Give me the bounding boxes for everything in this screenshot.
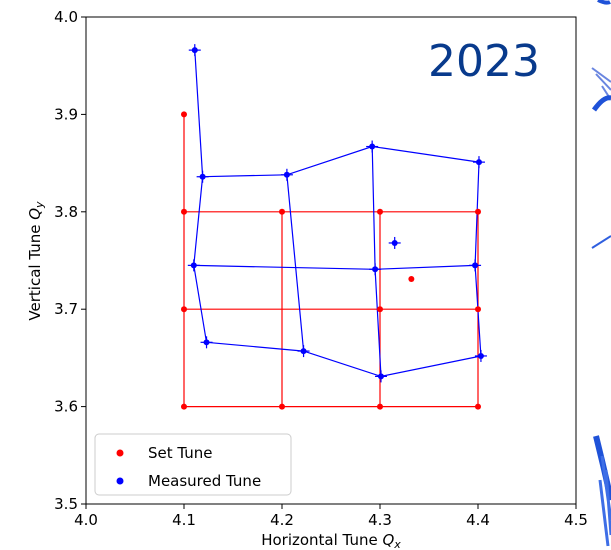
measured-tune-line	[193, 264, 476, 270]
set-tune-point	[475, 306, 481, 313]
x-tick-label: 4.3	[368, 511, 392, 529]
y-tick-label: 3.7	[54, 300, 78, 318]
measured-tune-point	[191, 47, 198, 54]
plot-frame	[85, 16, 577, 505]
set-tune-point	[181, 403, 187, 410]
y-axis-label: Vertical Tune Qy	[26, 201, 46, 321]
x-axis-label: Horizontal Tune Qx	[261, 531, 401, 550]
y-tick-label: 3.5	[54, 495, 78, 513]
measured-tune-line	[206, 341, 482, 378]
legend-measured-marker	[116, 477, 124, 485]
set-tune-point	[377, 403, 383, 410]
measured-tune-point	[203, 339, 210, 346]
set-tune-point	[181, 111, 187, 118]
x-tick-label: 4.2	[270, 511, 294, 529]
measured-tune-point	[472, 262, 479, 269]
measured-tune-point	[391, 239, 398, 246]
data-markers	[181, 44, 487, 410]
legend-set-marker	[116, 449, 124, 457]
x-tick-label: 4.5	[564, 511, 588, 529]
y-tick-label: 4.0	[54, 8, 78, 26]
set-tune-point	[279, 403, 285, 410]
y-tick-label: 3.9	[54, 105, 78, 123]
measured-tune-point	[300, 348, 307, 355]
x-tick-label: 4.4	[466, 511, 490, 529]
legend: Set Tune Measured Tune	[94, 433, 292, 496]
set-tune-point	[377, 306, 383, 313]
y-tick-label: 3.8	[54, 203, 78, 221]
set-tune-point	[279, 208, 285, 215]
measured-tune-line	[202, 145, 480, 178]
measured-tune-line	[193, 50, 208, 343]
x-tick-label: 4.1	[172, 511, 196, 529]
set-tune-point	[475, 208, 481, 215]
set-tune-point	[181, 306, 187, 313]
x-tick-label: 4.0	[74, 511, 98, 529]
measured-tune-point	[475, 159, 482, 166]
legend-measured-label: Measured Tune	[148, 472, 261, 490]
measured-tune-point	[369, 143, 376, 150]
connection-lines	[183, 50, 482, 408]
legend-set-label: Set Tune	[148, 444, 213, 462]
year-annotation: 2023	[428, 36, 540, 87]
measured-tune-point	[372, 266, 379, 273]
set-tune-point	[377, 208, 383, 215]
measured-tune-point	[283, 171, 290, 178]
legend-box	[94, 433, 292, 496]
measured-tune-point	[199, 173, 206, 180]
measured-tune-line	[286, 174, 305, 352]
set-tune-point	[408, 276, 415, 283]
measured-tune-point	[190, 262, 197, 269]
y-tick-label: 3.6	[54, 398, 78, 416]
axis-ticks: 4.0 4.1 4.2 4.3 4.4 4.5 3.5 3.6 3.7 3.8 3.9 4.0	[54, 8, 588, 529]
measured-tune-point	[477, 352, 484, 359]
set-tune-point	[475, 403, 481, 410]
decorative-graphic	[591, 0, 611, 547]
set-tune-point	[181, 208, 187, 215]
measured-tune-point	[377, 373, 384, 380]
